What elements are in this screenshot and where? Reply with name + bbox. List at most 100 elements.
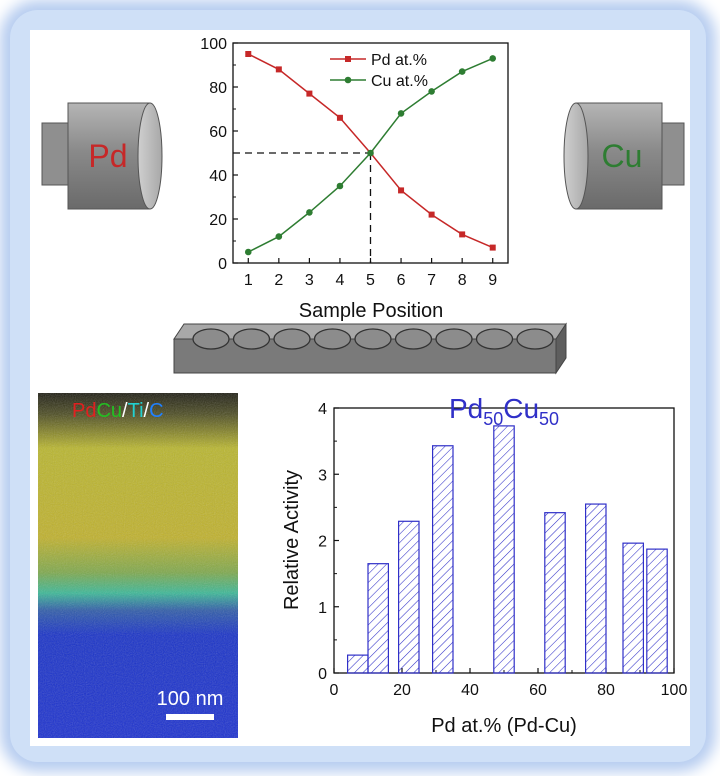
cu-point bbox=[306, 209, 313, 216]
crosshair-dashes bbox=[233, 152, 372, 263]
line-x-tick-label: 5 bbox=[366, 272, 375, 289]
line-x-ticks: 1 2 3 4 5 6 7 8 9 bbox=[244, 258, 497, 289]
cu-point bbox=[367, 149, 374, 157]
activity-bar bbox=[584, 503, 607, 674]
pd-point bbox=[428, 211, 435, 218]
bar-y-tick-label: 3 bbox=[318, 467, 327, 484]
bar-y-ticks: 0 1 2 3 4 bbox=[318, 401, 339, 683]
substrate-well bbox=[475, 328, 514, 350]
line-y-tick-label: 80 bbox=[209, 80, 227, 97]
bar-y-tick-label: 4 bbox=[318, 401, 327, 418]
substrate-well bbox=[313, 328, 352, 350]
line-x-tick-label: 2 bbox=[274, 272, 283, 289]
activity-bar bbox=[347, 654, 369, 674]
cu-target-body bbox=[575, 102, 663, 210]
title-cu: Cu bbox=[503, 393, 539, 424]
title-sub1: 50 bbox=[483, 409, 503, 429]
composition-line-chart: 0 20 40 60 80 100 1 2 3 4 5 6 7 8 9 Pd at.% Cu at.% S… bbox=[200, 36, 509, 322]
bar-x-axis-title: Pd at.% (Pd-Cu) bbox=[431, 715, 577, 737]
pd-target-face bbox=[137, 102, 163, 210]
line-x-tick-label: 8 bbox=[458, 272, 467, 289]
activity-bar bbox=[622, 542, 644, 674]
pd-point bbox=[459, 231, 466, 238]
activity-bar bbox=[493, 425, 515, 674]
cu-point bbox=[397, 110, 405, 117]
eds-legend-sep2: / bbox=[144, 400, 150, 422]
substrate-well bbox=[354, 328, 392, 350]
line-y-tick-label: 0 bbox=[218, 256, 227, 273]
eds-legend: PdCu/Ti/C bbox=[72, 400, 164, 422]
cu-point bbox=[458, 68, 466, 75]
activity-bar bbox=[646, 548, 668, 674]
substrate-well bbox=[192, 328, 230, 350]
line-series bbox=[244, 51, 497, 256]
substrate-well bbox=[394, 328, 433, 350]
cu-target-label: Cu bbox=[602, 138, 643, 174]
eds-map: PdCu/Ti/C 100 nm bbox=[38, 393, 238, 738]
scale-bar-label: 100 nm bbox=[157, 688, 224, 710]
activity-bar bbox=[367, 563, 389, 674]
line-x-tick-label: 1 bbox=[244, 272, 253, 289]
substrate-well bbox=[516, 328, 554, 350]
eds-legend-pd: Pd bbox=[72, 400, 96, 422]
bar-series bbox=[347, 425, 668, 674]
line-x-axis-title: Sample Position bbox=[299, 300, 444, 322]
bar-y-axis-title: Relative Activity bbox=[281, 470, 303, 610]
eds-legend-ti: Ti bbox=[128, 400, 144, 422]
eds-legend-c: C bbox=[149, 400, 163, 422]
pd-point bbox=[398, 187, 405, 194]
substrate-side bbox=[555, 322, 567, 375]
eds-legend-sep1: / bbox=[122, 400, 128, 422]
bar-x-tick-label: 20 bbox=[393, 682, 411, 699]
line-y-tick-label: 100 bbox=[200, 36, 227, 53]
cu-point bbox=[336, 182, 344, 190]
cu-point bbox=[275, 233, 283, 240]
line-legend: Pd at.% Cu at.% bbox=[330, 52, 428, 90]
title-sub2: 50 bbox=[539, 409, 559, 429]
pd-point bbox=[275, 66, 282, 73]
bar-x-tick-label: 80 bbox=[597, 682, 615, 699]
bar-x-tick-label: 0 bbox=[330, 682, 339, 699]
eds-map-noise bbox=[38, 393, 238, 738]
line-x-tick-label: 3 bbox=[305, 272, 314, 289]
line-y-tick-label: 20 bbox=[209, 212, 227, 229]
substrate-well bbox=[232, 328, 271, 350]
pd-point bbox=[245, 51, 252, 57]
substrate-well bbox=[435, 328, 473, 350]
bar-x-tick-label: 100 bbox=[661, 682, 688, 699]
legend-cu-label: Cu at.% bbox=[371, 73, 428, 90]
title-pd: Pd bbox=[449, 393, 483, 424]
cu-point bbox=[428, 88, 435, 95]
bar-x-tick-label: 60 bbox=[529, 682, 547, 699]
pd-point bbox=[336, 114, 343, 121]
line-x-tick-label: 6 bbox=[397, 272, 406, 289]
bar-y-tick-label: 2 bbox=[318, 534, 327, 551]
pd-point bbox=[489, 244, 496, 251]
substrate-wells bbox=[192, 328, 554, 350]
line-y-ticks: 0 20 40 60 80 100 bbox=[200, 36, 238, 273]
bar-x-tick-label: 40 bbox=[461, 682, 479, 699]
line-y-tick-label: 40 bbox=[209, 168, 227, 185]
activity-bar bbox=[432, 445, 454, 674]
cu-target: Cu bbox=[563, 102, 685, 210]
line-x-tick-label: 9 bbox=[488, 272, 497, 289]
cu-point bbox=[489, 55, 497, 62]
pd-target-label: Pd bbox=[88, 138, 127, 174]
legend-pd-label: Pd at.% bbox=[371, 52, 427, 69]
line-x-tick-label: 7 bbox=[427, 272, 436, 289]
pd-target: Pd bbox=[41, 102, 163, 210]
activity-bar bbox=[544, 512, 566, 674]
cu-point bbox=[244, 248, 252, 256]
eds-legend-cu: Cu bbox=[96, 400, 122, 422]
scale-bar bbox=[166, 714, 214, 720]
bar-chart-title: Pd50Cu50 bbox=[449, 393, 559, 429]
substrate-well bbox=[273, 328, 311, 350]
line-y-tick-label: 60 bbox=[209, 124, 227, 141]
bar-y-tick-label: 0 bbox=[318, 666, 327, 683]
line-x-tick-label: 4 bbox=[335, 272, 344, 289]
legend-cu-marker bbox=[344, 76, 352, 84]
bar-x-ticks: 0 20 40 60 80 100 bbox=[330, 668, 688, 699]
